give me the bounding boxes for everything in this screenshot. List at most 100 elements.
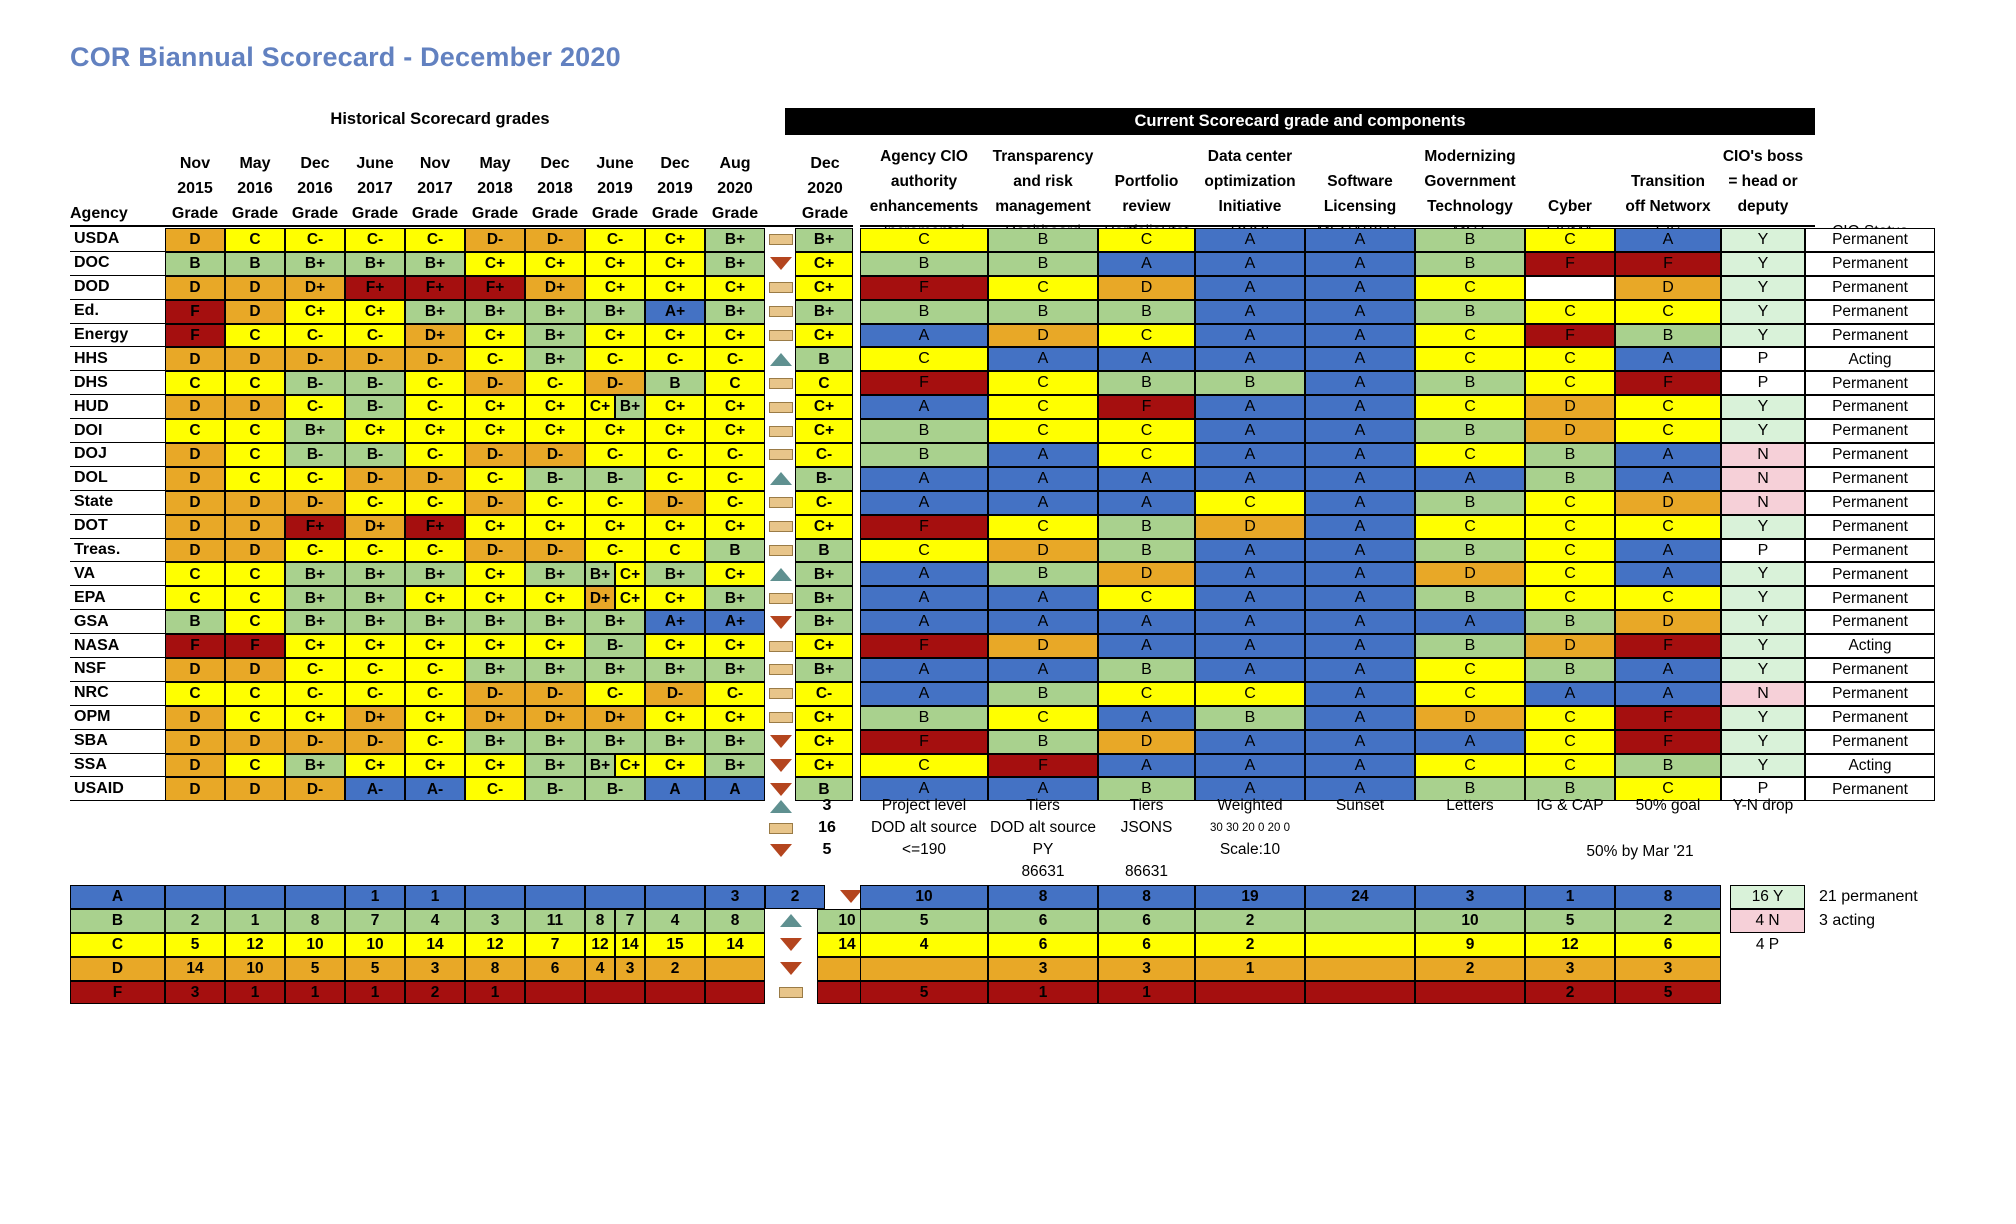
hist-grade-1-7: C+ <box>585 251 645 276</box>
cio-boss-14: Y <box>1721 562 1805 587</box>
component-grade-12-3: D <box>1195 514 1305 539</box>
component-grade-9-7: A <box>1615 443 1721 467</box>
component-grade-17-0: F <box>860 634 988 659</box>
dec2020-grade-21: C+ <box>795 729 853 754</box>
footnote-3-3 <box>1195 861 1305 883</box>
component-grade-0-7: A <box>1615 228 1721 252</box>
component-grade-3-6: C <box>1525 299 1615 324</box>
dec2020-grade-17: C+ <box>795 634 853 659</box>
component-grade-11-3: C <box>1195 490 1305 515</box>
hist-grade-18-3: C- <box>345 658 405 682</box>
hist-grade-6-2: B- <box>285 371 345 396</box>
trend-flat-icon <box>769 401 793 413</box>
hist-col-header-9-year: 2020 <box>717 180 753 197</box>
hist-grade-11-8: D- <box>645 490 705 515</box>
dec2020-grade-8: C+ <box>795 419 853 444</box>
table-row: C B C A A B C A Y Permanent <box>860 228 1935 252</box>
component-grade-23-6: B <box>1525 777 1615 802</box>
component-grade-20-0: B <box>860 705 988 730</box>
hist-grade-2-6: D+ <box>525 275 585 300</box>
cur-col-header-9-line0 <box>1805 140 1935 165</box>
summary-grade-label-0: A <box>70 885 165 909</box>
component-grade-15-4: A <box>1305 586 1415 611</box>
dec2020-header-row: Grade <box>795 198 855 223</box>
component-grade-5-2: A <box>1098 347 1195 372</box>
component-grade-3-7: C <box>1615 299 1721 324</box>
agency-name-VA: VA <box>70 562 165 587</box>
agency-name-Ed: Ed. <box>70 299 165 324</box>
summary-count-3-6: 6 <box>525 956 585 981</box>
hist-grade-11-2: D- <box>285 490 345 515</box>
hist-grade-7-8: C+ <box>645 395 705 420</box>
trend-down-icon <box>770 615 792 629</box>
summary-grade-label-3: D <box>70 956 165 981</box>
dec2020-row-21: C+ <box>795 729 853 754</box>
footnote-2-4 <box>1305 839 1415 861</box>
table-row: B C C A A B D C Y Permanent <box>860 419 1935 444</box>
cio-boss-21: Y <box>1721 729 1805 754</box>
footnote-row-2: <=190 PY Scale:10 <box>860 839 1805 861</box>
table-row: F C B B A B C F P Permanent <box>860 371 1935 396</box>
trend-cell-11 <box>755 491 807 515</box>
summary-count-4-6 <box>525 980 585 1005</box>
component-grade-20-6: C <box>1525 705 1615 730</box>
summary-count-4-7 <box>585 980 645 1005</box>
cio-status-13: Permanent <box>1805 538 1935 563</box>
hist-grade-11-4: C- <box>405 490 465 515</box>
component-grade-6-5: B <box>1415 371 1525 396</box>
hist-col-header-8-year: 2019 <box>657 180 693 197</box>
footnote-3-5 <box>1415 861 1525 883</box>
component-footnotes: Project level Tiers Tiers Weighted Sunset Let… <box>860 795 1805 883</box>
summary-row-3: D 14 10 5 5 3 8 6 4 3 2 <box>70 956 937 981</box>
cio-boss-10: N <box>1721 466 1805 491</box>
hist-grade-11-1: D <box>225 490 285 515</box>
component-summary-1-6: 5 <box>1525 908 1615 933</box>
cio-status-21: Permanent <box>1805 729 1935 754</box>
trend-flat-icon <box>769 330 793 341</box>
dec2020-grade-0: B+ <box>795 228 853 252</box>
component-grade-16-3: A <box>1195 610 1305 635</box>
summary-count-2-2: 10 <box>285 932 345 957</box>
cur-col-header-7-line2: off Networx <box>1625 198 1711 215</box>
dec2020-row-18: B+ <box>795 658 853 682</box>
summary-count-4-5: 1 <box>465 980 525 1005</box>
header-spacer <box>70 148 165 173</box>
hist-col-header-8-month: Dec <box>660 155 690 172</box>
component-grade-4-6: F <box>1525 323 1615 348</box>
cur-col-header-2-line1: Portfolio <box>1114 173 1179 190</box>
component-grade-11-6: C <box>1525 490 1615 515</box>
trend-cell-7 <box>755 395 807 419</box>
component-summary-1-7: 2 <box>1615 908 1721 933</box>
component-grade-19-3: C <box>1195 681 1305 706</box>
hist-grade-14-2: B+ <box>285 562 345 587</box>
summary-count-2-7-0: 12 <box>585 932 615 957</box>
hist-grade-12-2: F+ <box>285 514 345 539</box>
hist-grade-18-4: C- <box>405 658 465 682</box>
component-summary-0-5: 3 <box>1415 885 1525 909</box>
hist-grade-17-2: C+ <box>285 634 345 659</box>
hist-col-header-7-month: June <box>596 155 634 172</box>
hist-col-header-4-sub: Grade <box>411 205 459 222</box>
dec2020-row-7: C+ <box>795 395 853 420</box>
hist-grade-18-2: C- <box>285 658 345 682</box>
hist-grade-14-3: B+ <box>345 562 405 587</box>
component-grade-12-4: A <box>1305 514 1415 539</box>
dec2020-row-6: C <box>795 371 853 396</box>
component-grade-0-5: B <box>1415 228 1525 252</box>
component-grade-13-3: A <box>1195 538 1305 563</box>
cur-col-header-9-line1 <box>1805 165 1935 190</box>
trend-cell-10 <box>755 467 807 491</box>
component-grade-17-1: D <box>988 634 1098 659</box>
agency-name-Energy: Energy <box>70 323 165 348</box>
cio-boss-9: N <box>1721 443 1805 467</box>
summary-count-1-3: 7 <box>345 908 405 933</box>
component-grade-22-1: F <box>988 753 1098 778</box>
component-summary-0-2: 8 <box>1098 885 1195 909</box>
hist-grade-15-3: B+ <box>345 586 405 611</box>
hist-grade-13-6: D- <box>525 538 585 563</box>
trend-down-icon <box>780 938 802 952</box>
hist-grade-15-4: C+ <box>405 586 465 611</box>
component-summary-3-1: 3 <box>988 956 1098 981</box>
dec2020-grade-6: C <box>795 371 853 396</box>
